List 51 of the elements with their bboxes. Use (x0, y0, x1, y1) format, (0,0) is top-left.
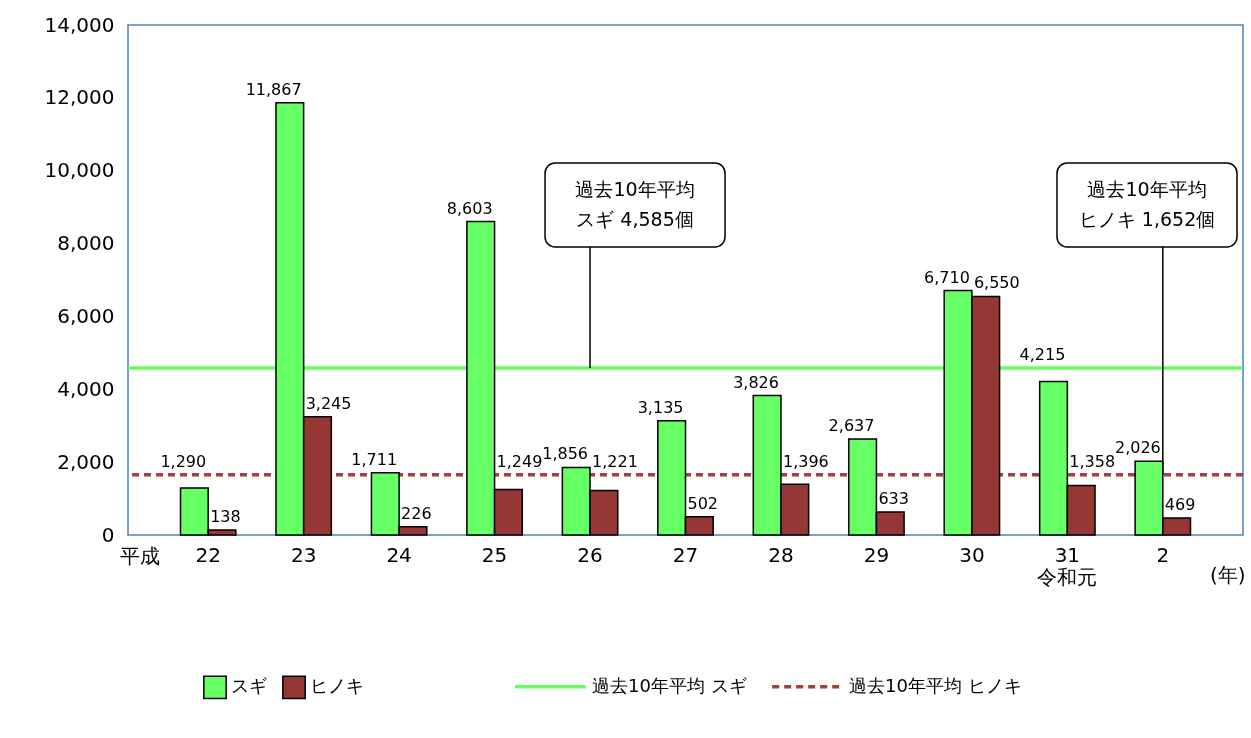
x-tick-label: 26 (577, 542, 603, 567)
data-label: 3,826 (733, 372, 779, 392)
data-label: 633 (878, 488, 909, 508)
x-tick-label: 30 (959, 542, 985, 567)
data-label: 3,135 (637, 397, 684, 417)
y-tick-label: 12,000 (44, 85, 115, 110)
legend-label: ヒノキ (310, 675, 364, 697)
x-tick-label: 2 (1156, 542, 1170, 567)
data-label: 2,026 (1115, 438, 1161, 458)
data-label: 1,358 (1069, 451, 1116, 471)
data-label: 1,711 (351, 449, 398, 469)
annotation: ヒノキ 1,652個 (1078, 208, 1216, 230)
data-label: 1,396 (782, 451, 829, 471)
x-tick-label: 22 (195, 542, 221, 567)
data-label: 226 (401, 503, 432, 523)
x-axis-title: (年) (1209, 562, 1246, 587)
data-label: 2,637 (828, 415, 875, 435)
y-tick-label: 6,000 (57, 303, 115, 328)
data-label: 1,290 (160, 451, 207, 471)
x-tick-label: 24 (386, 542, 412, 567)
y-tick-label: 14,000 (44, 12, 115, 37)
y-tick-label: 10,000 (44, 158, 115, 183)
data-label: 1,249 (496, 451, 543, 471)
data-label: 8,603 (446, 198, 493, 218)
data-label: 138 (210, 506, 241, 526)
x-tick-label: 23 (290, 542, 317, 567)
y-tick-label: 0 (101, 522, 115, 547)
data-label: 4,215 (1019, 344, 1066, 364)
data-label: 502 (687, 493, 719, 513)
legend-label: 過去10年平均 ヒノキ (849, 674, 1022, 696)
x-tick-label: 29 (863, 542, 890, 567)
annotation: スギ 4,585個 (576, 208, 694, 230)
y-tick-label: 4,000 (57, 376, 115, 401)
x-tick-label: 28 (768, 542, 794, 567)
data-label: 6,710 (924, 267, 970, 287)
annotation: 過去10年平均 (1087, 178, 1207, 200)
legend-label: スギ (231, 675, 267, 697)
x-tick-label: 25 (481, 542, 508, 567)
x-tick-label: 27 (672, 542, 699, 567)
y-tick-label: 8,000 (57, 231, 115, 256)
text: 平成 (120, 544, 160, 568)
data-label: 1,856 (542, 444, 589, 464)
data-label: 3,245 (305, 393, 352, 413)
annotation: 過去10年平均 (575, 178, 695, 200)
y-tick-label: 2,000 (57, 449, 115, 474)
data-label: 1,221 (592, 451, 638, 471)
data-label: 469 (1164, 494, 1196, 514)
data-label: 6,550 (973, 273, 1020, 293)
x-tick-label: 31 令和元 (1037, 542, 1098, 589)
legend-label: 過去10年平均 スギ (592, 674, 747, 696)
data-label: 11,867 (245, 79, 302, 99)
